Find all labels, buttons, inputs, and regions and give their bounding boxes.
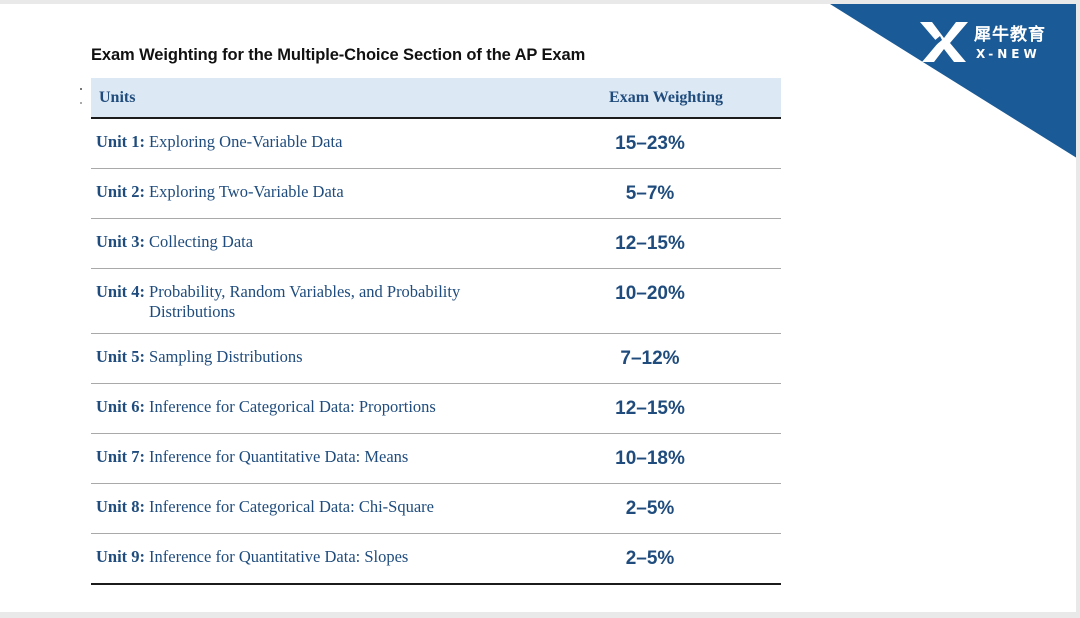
table-row: Unit 6: Inference for Categorical Data: P… bbox=[91, 383, 781, 434]
unit-weighting: 7–12% bbox=[620, 348, 680, 369]
unit-name: Exploring One-Variable Data bbox=[149, 132, 343, 151]
table-header-row: Units Exam Weighting bbox=[91, 78, 781, 119]
unit-weighting: 12–15% bbox=[615, 398, 685, 419]
brand-logo: 犀牛教育 X-NEW bbox=[918, 16, 1058, 68]
table-row: Unit 1: Exploring One-Variable Data 15–23… bbox=[91, 118, 781, 169]
unit-name: Exploring Two-Variable Data bbox=[149, 182, 344, 201]
unit-name: Inference for Quantitative Data: Slopes bbox=[149, 547, 409, 566]
table-row: Unit 8: Inference for Categorical Data: C… bbox=[91, 483, 781, 534]
brand-corner-banner bbox=[830, 4, 1076, 160]
x-new-logo-icon bbox=[920, 22, 968, 62]
unit-weighting: 10–18% bbox=[615, 448, 685, 469]
stray-mark bbox=[80, 102, 82, 104]
stray-mark bbox=[80, 88, 82, 90]
unit-name: Inference for Categorical Data: Chi-Squa… bbox=[149, 497, 434, 516]
exam-weighting-column-header: Exam Weighting bbox=[559, 78, 781, 119]
unit-name: Probability, Random Variables, and Proba… bbox=[149, 282, 461, 321]
unit-number: Unit 7: bbox=[96, 447, 146, 466]
unit-number: Unit 5: bbox=[96, 347, 146, 366]
table-row: Unit 2: Exploring Two-Variable Data 5–7% bbox=[91, 168, 781, 219]
unit-number: Unit 2: bbox=[96, 182, 146, 201]
unit-name: Sampling Distributions bbox=[149, 347, 303, 366]
table-row: Unit 7: Inference for Quantitative Data: … bbox=[91, 433, 781, 484]
table-row: Unit 4: Probability, Random Variables, an… bbox=[91, 268, 781, 334]
unit-weighting: 15–23% bbox=[615, 133, 685, 154]
unit-name: Collecting Data bbox=[149, 232, 254, 251]
unit-weighting: 12–15% bbox=[615, 233, 685, 254]
unit-name: Inference for Quantitative Data: Means bbox=[149, 447, 409, 466]
unit-weighting: 2–5% bbox=[625, 548, 675, 569]
unit-weighting: 5–7% bbox=[625, 183, 675, 204]
unit-number: Unit 8: bbox=[96, 497, 146, 516]
table-row: Unit 9: Inference for Quantitative Data: … bbox=[91, 533, 781, 585]
unit-number: Unit 1: bbox=[96, 132, 146, 151]
unit-number: Unit 3: bbox=[96, 232, 146, 251]
brand-name-english: X-NEW bbox=[976, 47, 1041, 61]
unit-weighting: 2–5% bbox=[625, 498, 675, 519]
brand-name-chinese: 犀牛教育 bbox=[974, 25, 1046, 45]
unit-number: Unit 4: bbox=[96, 282, 146, 301]
unit-name: Inference for Categorical Data: Proporti… bbox=[149, 397, 436, 416]
units-column-header: Units bbox=[91, 78, 559, 119]
page-title: Exam Weighting for the Multiple-Choice S… bbox=[91, 46, 586, 64]
table-row: Unit 5: Sampling Distributions 7–12% bbox=[91, 333, 781, 384]
slide-canvas: 犀牛教育 X-NEW Exam Weighting for the Multip… bbox=[0, 4, 1076, 612]
corner-triangle-shape bbox=[830, 4, 1076, 158]
unit-number: Unit 6: bbox=[96, 397, 146, 416]
exam-weighting-table: Units Exam Weighting Unit 1: Exploring On… bbox=[91, 78, 781, 585]
table-row: Unit 3: Collecting Data 12–15% bbox=[91, 218, 781, 269]
unit-weighting: 10–20% bbox=[615, 283, 685, 304]
unit-number: Unit 9: bbox=[96, 547, 146, 566]
